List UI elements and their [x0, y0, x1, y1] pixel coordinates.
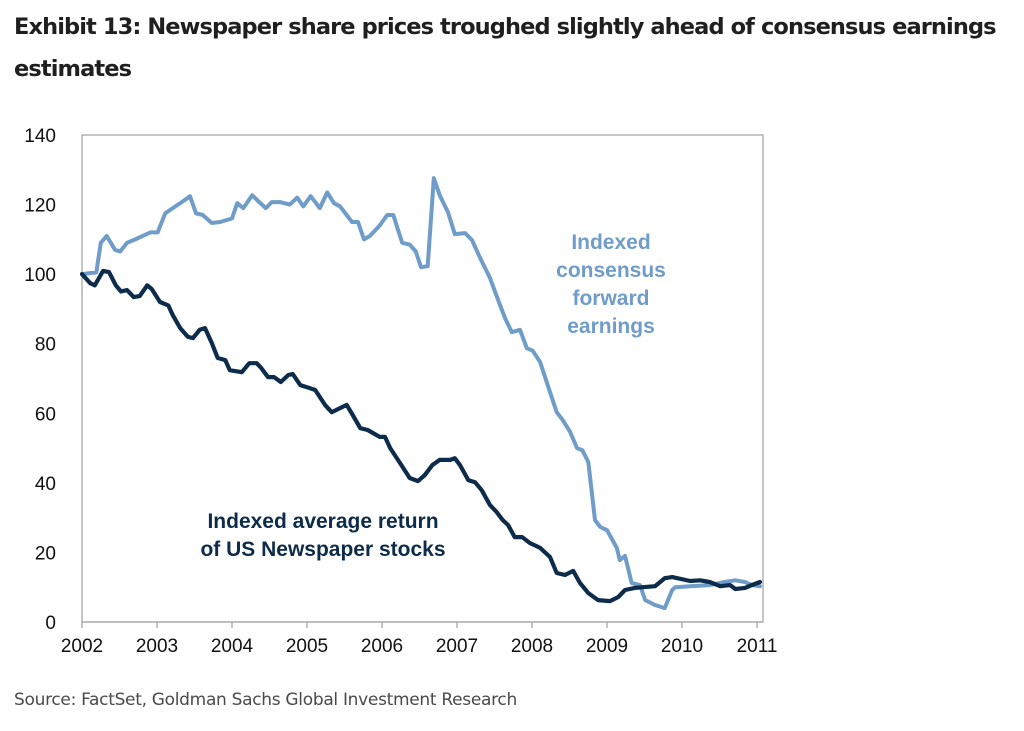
series-line-consensus-earnings [80, 176, 762, 611]
annotation-consensus-earnings-line: Indexed [571, 231, 650, 254]
y-tick-label: 100 [24, 265, 56, 286]
annotation-consensus-earnings-line: forward [572, 287, 649, 310]
annotation-consensus-earnings-line: consensus [556, 259, 666, 282]
x-axis: 2002 2003 2004 2005 2006 2007 2008 2009 2010 2011 [61, 621, 778, 657]
y-tick-label: 120 [24, 196, 56, 217]
y-tick-label: 40 [35, 474, 56, 495]
y-tick-label: 20 [35, 543, 56, 564]
y-tick-label: 80 [35, 335, 56, 356]
chart-title: Exhibit 13: Newspaper share prices troug… [14, 14, 997, 82]
x-tick-label: 2003 [136, 636, 178, 657]
annotations: Indexed consensus forward earnings Indexed a… [200, 231, 665, 561]
x-tick-label: 2009 [586, 636, 628, 657]
annotation-consensus-earnings-line: earnings [567, 315, 655, 338]
x-tick-label: 2005 [286, 636, 328, 657]
series-line-newspaper-returns [79, 268, 763, 604]
x-tick-label: 2002 [61, 636, 103, 657]
y-tick-label: 140 [24, 126, 56, 147]
series-layer [79, 176, 763, 611]
y-tick-label: 0 [45, 613, 56, 634]
annotation-newspaper-returns-line: Indexed average return [207, 510, 438, 533]
x-tick-label: 2006 [361, 636, 403, 657]
x-tick-label: 2007 [436, 636, 478, 657]
y-tick-label: 60 [35, 404, 56, 425]
source-note: Source: FactSet, Goldman Sachs Global In… [14, 690, 517, 710]
x-tick-label: 2008 [511, 636, 553, 657]
x-tick-label: 2010 [661, 636, 703, 657]
annotation-newspaper-returns-line: of US Newspaper stocks [200, 538, 445, 561]
x-tick-label: 2011 [737, 636, 778, 657]
y-axis: 0 20 40 60 80 100 120 140 [24, 126, 56, 634]
x-tick-label: 2004 [211, 636, 254, 657]
